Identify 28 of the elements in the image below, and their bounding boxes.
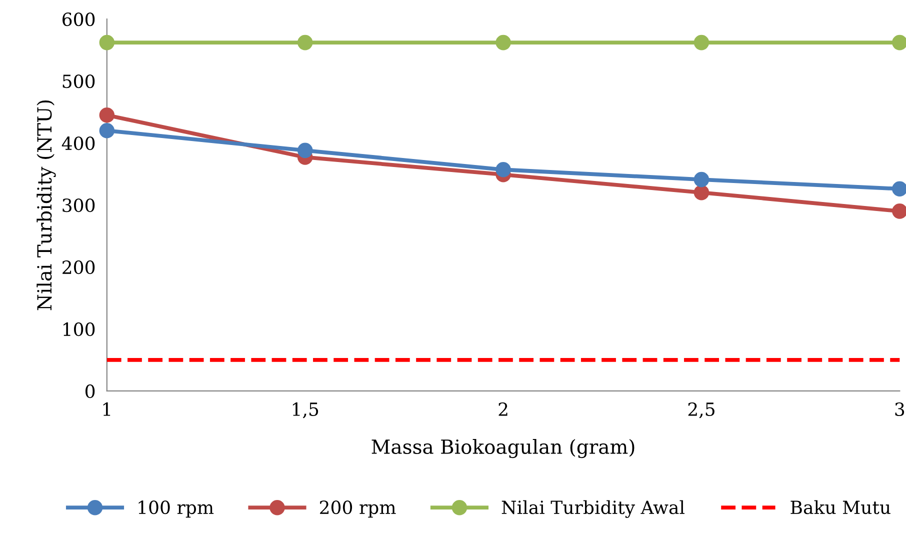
point <box>496 162 511 178</box>
y-tick-label: 400 <box>62 136 95 150</box>
x-axis-title: Massa Biokoagulan (gram) <box>372 438 634 458</box>
x-tick-label: 2,5 <box>688 402 714 418</box>
x-tick-label: 3 <box>895 402 904 416</box>
point <box>297 34 313 50</box>
point <box>694 172 710 188</box>
y-tick-label: 200 <box>62 260 95 274</box>
x-tick-label: 1 <box>103 402 110 416</box>
point <box>297 142 313 158</box>
y-tick-label: 300 <box>62 198 95 212</box>
y-tick-label: 600 <box>62 12 95 26</box>
y-axis-title: Nilai Turbidity (NTU) <box>36 100 56 310</box>
x-tick-label: 2 <box>498 402 508 416</box>
point <box>99 122 115 138</box>
legend-label: Baku Mutu <box>790 500 890 514</box>
point <box>694 184 710 200</box>
legend-label: 200 rpm <box>320 500 396 518</box>
point <box>99 34 115 50</box>
point <box>694 34 710 50</box>
legend-label: Nilai Turbidity Awal <box>502 500 684 518</box>
x-tick-label: 1,5 <box>292 402 318 418</box>
y-tick-label: 0 <box>86 384 95 398</box>
y-tick-label: 100 <box>64 322 95 336</box>
y-tick-label: 500 <box>62 74 95 88</box>
legend-label: 100 rpm <box>138 500 214 518</box>
point <box>496 34 511 50</box>
point <box>99 107 115 123</box>
